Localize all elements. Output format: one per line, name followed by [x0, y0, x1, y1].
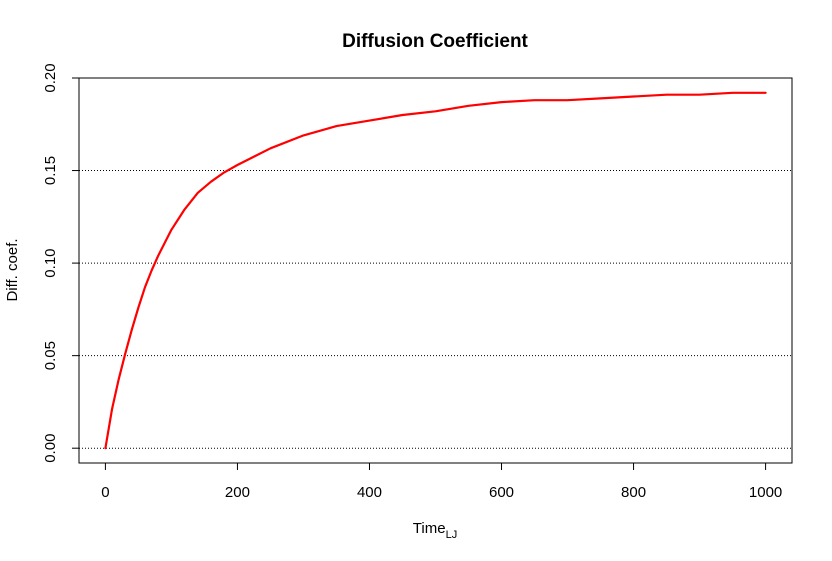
- plot-frame: [78, 77, 793, 464]
- series-line-0: [104, 91, 767, 450]
- x-tick-label: 1000: [749, 484, 782, 501]
- x-tick-label: 800: [621, 484, 646, 501]
- x-tick-label: 600: [489, 484, 514, 501]
- x-tick-label: 400: [357, 484, 382, 501]
- y-tick-label: 0.10: [42, 248, 59, 277]
- y-tick-label: 0.20: [42, 63, 59, 92]
- y-axis: 0.00 0.05 0.10 0.15 0.20: [42, 63, 79, 463]
- x-tick-label: 200: [225, 484, 250, 501]
- y-tick-label: 0.15: [42, 156, 59, 185]
- x-axis-label: TimeLJ: [413, 520, 457, 541]
- y-axis-label: Diff. coef.: [4, 238, 21, 301]
- series-layer: [104, 91, 767, 450]
- y-tick-label: 0.00: [42, 434, 59, 463]
- x-axis: 0 200 400 600 800 1000: [101, 463, 782, 501]
- grid: [79, 77, 792, 449]
- x-tick-label: 0: [101, 484, 109, 501]
- y-tick-label: 0.05: [42, 341, 59, 370]
- x-axis-label-main: Time: [413, 520, 446, 537]
- chart-title: Diffusion Coefficient: [342, 31, 528, 52]
- x-axis-label-subscript: LJ: [446, 529, 458, 541]
